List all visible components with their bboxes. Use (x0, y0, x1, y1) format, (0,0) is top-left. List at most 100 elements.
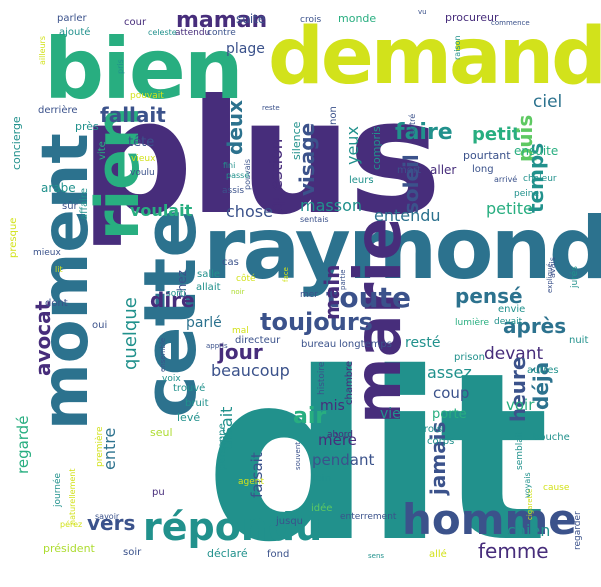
word-devait: devait (494, 317, 523, 327)
word-vieux: vieux (131, 154, 156, 164)
word-mer: mer (300, 290, 318, 300)
word-cour: cour (124, 17, 147, 28)
word-ciel: ciel (533, 92, 562, 112)
word-bureau: bureau (301, 339, 336, 350)
word-longtemps: longtemps (339, 339, 392, 350)
word-entre: entre (100, 428, 119, 470)
word-perez: pérez (60, 519, 82, 529)
word-peine: peine (514, 189, 539, 199)
word-corps: corps (427, 436, 454, 447)
word-sens: sens (368, 552, 384, 560)
word-voix: voix (162, 374, 181, 384)
word-envie: envie (498, 304, 525, 315)
word-fond: fond (267, 549, 289, 560)
word-reste: resté (405, 335, 440, 351)
word-plus: plus (80, 66, 438, 250)
word-cas: cas (222, 257, 239, 268)
word-dont: dont (45, 298, 68, 309)
word-allait: allait (196, 282, 221, 293)
word-fallait: fallait (100, 103, 166, 127)
word-commence: commence (491, 19, 530, 27)
word-maman: maman (176, 8, 267, 33)
word-jamais: jamais (426, 422, 450, 496)
word-dit: dit (205, 323, 545, 587)
word-bien: bien (44, 20, 242, 118)
word-attendu: attendu (175, 28, 210, 38)
word-contre: contre (207, 28, 236, 38)
word-autres: autres (527, 365, 559, 376)
word-soir: soir (123, 547, 142, 558)
word-devant: devant (484, 344, 544, 364)
word-pendant: pendant (312, 451, 374, 469)
word-voulait: voulait (130, 201, 193, 220)
word-disait: disait (217, 407, 236, 450)
word-passe: passé (226, 170, 249, 180)
word-presque: presque (8, 218, 19, 258)
word-personne: personne (217, 423, 228, 470)
word-face: face (282, 267, 290, 282)
word-celeste: celeste (148, 28, 177, 37)
word-pris: pris (116, 59, 125, 74)
word-voulu: voulu (130, 168, 155, 178)
word-bruit: bruit (185, 398, 209, 409)
word-mieux: mieux (33, 248, 62, 258)
word-seul: seul (150, 426, 173, 439)
word-faire: faire (395, 120, 453, 145)
word-compris: compris (370, 126, 383, 170)
word-avais: avais (548, 257, 557, 278)
word-deja: déjà (529, 362, 553, 410)
word-leve: levé (177, 411, 200, 424)
word-long: long (472, 164, 494, 175)
word-deux: deux (223, 100, 247, 155)
word-toujours: toujours (260, 308, 373, 336)
word-homme: homme (402, 495, 577, 544)
word-tete: tête (128, 135, 154, 150)
word-affaire: affaire (79, 188, 90, 220)
word-cigarette: cigarette (526, 489, 534, 520)
word-mort: mort (397, 165, 421, 176)
word-yeux: yeux (343, 126, 362, 165)
word-raymond: raymond (203, 199, 601, 299)
word-sur: sûr (62, 200, 79, 212)
word-declare: déclaré (207, 547, 248, 560)
word-alle: allé (429, 548, 447, 560)
word-pouvait: pouvait (130, 91, 164, 101)
word-mere: mère (318, 431, 357, 449)
word-heure: heure (506, 357, 530, 422)
word-question: question (267, 139, 287, 212)
word-parle: parlé (186, 315, 222, 331)
word-mal: mal (232, 326, 249, 336)
word-temps: temps (524, 143, 548, 213)
word-enterrement: enterrement (340, 512, 397, 522)
word-puis: puis (513, 115, 537, 162)
word-partie: partie (339, 269, 347, 290)
word-non: non (328, 106, 339, 125)
word-voir: voir (506, 396, 535, 414)
word-pu: pu (152, 487, 165, 498)
word-mis: mis (320, 398, 345, 414)
word-avocat: avocat (31, 300, 55, 376)
word-raison: raison (453, 35, 462, 60)
word-quelque: quelque (120, 297, 141, 370)
word-entre2: entré (407, 114, 417, 135)
word-trois: trois (420, 424, 442, 435)
word-vite: vite (97, 141, 108, 160)
word-chose: chose (226, 202, 273, 221)
word-noir: noir (231, 288, 245, 296)
word-directeur: directeur (235, 335, 281, 346)
word-jures: jurés (569, 266, 580, 289)
word-loin: loin (313, 473, 331, 484)
word-femme: femme (478, 539, 549, 563)
word-repondu: répondu (143, 505, 322, 549)
word-president: président (43, 542, 96, 555)
word-lit: lit (55, 265, 63, 274)
word-nuit: nuit (569, 335, 588, 346)
word-chaleur: chaleur (523, 174, 557, 184)
word-reste2: reste (262, 104, 280, 112)
word-naturellement: naturellement (68, 468, 77, 525)
word-pourtant: pourtant (463, 149, 511, 162)
word-ensemble: ensemble (159, 338, 167, 372)
word-ensuite: ensuite (514, 144, 558, 158)
word-rien: rien (83, 106, 153, 240)
